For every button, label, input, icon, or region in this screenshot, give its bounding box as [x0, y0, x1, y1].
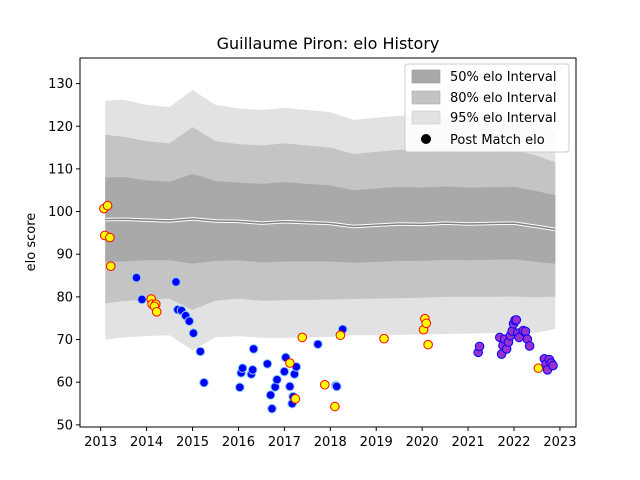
- data-point-loss: [297, 332, 308, 343]
- data-point-win: [248, 344, 259, 354]
- band-50-percent: [105, 174, 556, 264]
- data-point-win: [195, 346, 206, 357]
- y-tick-label: 70: [56, 333, 73, 348]
- data-point-win: [171, 277, 181, 287]
- x-tick-label: 2021: [452, 435, 485, 450]
- data-point-loss: [533, 363, 544, 373]
- x-tick-label: 2022: [497, 435, 530, 450]
- legend-label-80: 80% elo Interval: [450, 91, 557, 106]
- data-point-win: [235, 382, 245, 393]
- median-path: [105, 218, 556, 231]
- legend-label-50: 50% elo Interval: [450, 70, 557, 85]
- legend-marker-post-match: [421, 134, 431, 144]
- y-tick-label: 90: [56, 248, 73, 263]
- x-tick-label: 2023: [543, 435, 576, 450]
- data-point-win: [272, 374, 282, 385]
- data-point-win: [184, 316, 195, 327]
- data-point-win: [279, 366, 290, 377]
- median-line: [105, 217, 556, 232]
- data-point-win: [262, 359, 273, 369]
- y-tick-label: 110: [48, 162, 73, 177]
- data-point-loss: [151, 307, 162, 317]
- data-point-win: [265, 390, 276, 400]
- x-tick-label: 2013: [84, 435, 117, 450]
- data-point-win: [313, 339, 323, 350]
- interval-bands: [105, 89, 556, 351]
- data-point-loss: [423, 339, 433, 350]
- y-tick-label: 80: [56, 290, 73, 305]
- data-point-loss: [379, 333, 389, 344]
- plot-frame: [79, 57, 577, 428]
- y-tick-label: 50: [56, 418, 73, 433]
- y-tick-label: 120: [48, 120, 73, 135]
- data-point-win: [188, 328, 199, 338]
- data-point-loss: [105, 232, 115, 243]
- data-point-loss: [421, 318, 432, 329]
- y-tick-label: 100: [48, 205, 73, 220]
- data-point-win: [199, 377, 209, 388]
- data-point-win: [247, 365, 258, 375]
- data-point-late: [511, 315, 522, 325]
- data-point-win: [131, 272, 142, 283]
- data-point-win: [285, 381, 295, 392]
- x-axis: 2013 2014 2015 2016 2017 2018 2019 2020 2021 2022…: [84, 427, 576, 450]
- x-tick-label: 2019: [360, 435, 393, 450]
- y-tick-label: 130: [48, 77, 73, 92]
- y-axis-label: elo score: [24, 213, 39, 272]
- legend-swatch-95: [411, 110, 441, 125]
- legend-swatch-80: [411, 90, 441, 105]
- data-point-loss: [290, 394, 301, 404]
- y-axis: 50 60 70 80 90 100 110 120 130: [48, 77, 80, 433]
- legend-label-post-match: Post Match elo: [450, 133, 545, 148]
- x-tick-label: 2017: [268, 435, 301, 450]
- legend-label-95: 95% elo Interval: [450, 111, 557, 126]
- data-point-loss: [319, 379, 330, 390]
- data-point-loss: [330, 401, 340, 412]
- data-point-loss: [285, 358, 295, 368]
- chart-title: Guillaume Piron: elo History: [217, 34, 440, 53]
- x-tick-label: 2020: [406, 435, 439, 450]
- data-point-late: [548, 360, 558, 371]
- data-point-late: [520, 326, 531, 337]
- data-point-late: [524, 341, 535, 351]
- data-point-win: [267, 403, 277, 414]
- data-point-win: [237, 363, 248, 373]
- x-tick-label: 2014: [130, 435, 163, 450]
- x-tick-label: 2018: [314, 435, 347, 450]
- data-point-loss: [105, 261, 116, 271]
- y-tick-label: 60: [56, 376, 73, 391]
- data-point-loss: [335, 330, 346, 341]
- legend-frame: [404, 63, 570, 153]
- data-point-win: [331, 381, 342, 392]
- data-point-late: [474, 341, 485, 352]
- legend: 50% elo Interval 80% elo Interval 95% el…: [404, 63, 570, 153]
- x-tick-label: 2016: [222, 435, 255, 450]
- x-tick-label: 2015: [176, 435, 209, 450]
- post-match-points: [99, 200, 558, 414]
- data-point-loss: [102, 200, 113, 211]
- legend-swatch-50: [411, 69, 441, 84]
- data-point-win: [137, 294, 147, 305]
